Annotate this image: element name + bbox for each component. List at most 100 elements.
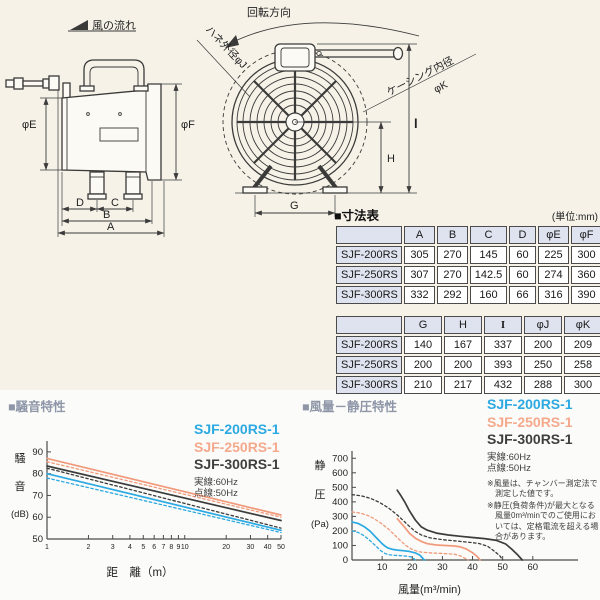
table-header-row: G H I φJ φK [336,316,600,334]
dim-value: 316 [538,286,569,304]
svg-text:40: 40 [467,562,478,573]
noise-chart-legend: SJF-200RS-1 SJF-250RS-1 SJF-300RS-1 実線:6… [194,421,280,500]
series-SJF-250RS-1 60Hz [46,457,282,516]
series-SJF-200RS-1 50Hz [351,530,416,561]
dimension-lines-side [40,83,182,237]
series-SJF-300RS-1 60Hz [396,489,524,561]
svg-text:0: 0 [343,555,348,566]
rotation-label: 回転方向 [247,5,291,19]
svg-text:10: 10 [181,544,189,551]
dim-value: 300 [571,246,600,264]
series-SJF-250RS-1 50Hz [46,461,282,518]
svg-text:30: 30 [247,544,255,551]
dim-value: 209 [564,336,600,354]
dim-value: 142.5 [470,266,507,284]
table-row: SJF-200RS 140 167 337 200 209 [336,336,600,354]
dim-value: 288 [524,376,562,394]
noise-chart: 50 60 70 80 90 1 2 3 4 5 6 7 8 9 10 20 30 40 50 [32,441,285,551]
dim-value: 160 [470,286,507,304]
dim-value: 200 [404,356,442,374]
legend-item: SJF-250RS-1 [194,438,280,455]
svg-text:20: 20 [407,562,418,573]
noise-x-axis-label: 距 離（m） [106,567,174,579]
dim-value: 210 [404,376,442,394]
dim-value: 307 [404,266,435,284]
footnote: ※風量は、チャンバー測定法で測定した値です。 [487,478,598,499]
svg-text:30: 30 [437,562,448,573]
legend-item: SJF-200RS-1 [487,396,573,412]
chart-footnotes: ※風量は、チャンバー測定法で測定した値です。 ※静圧(負荷条件)が最大となる風量… [487,479,599,543]
dim-label-g: G [290,200,299,212]
series-SJF-250RS-1 50Hz [351,511,469,561]
noise-chart-title: ■騒音特性 [8,400,66,414]
dim-value: 292 [437,286,468,304]
dim-value: 250 [524,356,562,374]
dim-value: 305 [404,246,435,264]
series-SJF-250RS-1 60Hz [396,517,481,561]
svg-text:60: 60 [32,512,43,523]
svg-text:700: 700 [332,453,348,464]
col-header: C [470,226,507,244]
pq-chart: 0 100 200 300 400 500 600 700 10 20 30 40 50 60 [332,451,578,573]
corner-cell [336,226,402,244]
dim-label-d: D [76,197,84,209]
dim-label-l: l [414,116,418,131]
table-row: SJF-200RS 305 270 145 60 225 300 [336,246,600,264]
model-name: SJF-250RS [336,356,402,374]
model-name: SJF-300RS [336,376,402,394]
col-header: φE [538,226,569,244]
pq-chart-title: ■風量－静圧特性 [302,400,398,414]
front-view-drawing: 回転方向 ハネ外径φJ ケーシング内径 φK [196,5,477,217]
svg-text:6: 6 [152,544,156,551]
svg-text:7: 7 [161,544,165,551]
svg-text:80: 80 [32,469,43,480]
noise-y-axis-label: 騒 音 (dB) [11,453,29,520]
series-SJF-300RS-1 50Hz [351,493,504,561]
dimension-lines-front [254,43,417,217]
dim-label-h: H [387,153,395,165]
table-header-row: A B C D φE φF [336,226,600,244]
svg-text:8: 8 [169,544,173,551]
legend-item: SJF-200RS-1 [194,421,280,437]
col-header: A [404,226,435,244]
dim-value: 60 [509,266,536,284]
svg-text:9: 9 [176,544,180,551]
dim-value: 225 [538,246,569,264]
svg-text:100: 100 [332,540,348,551]
dim-value: 390 [571,286,600,304]
line-key: 実線:60Hz 点線:50Hz [194,476,238,500]
svg-text:3: 3 [111,544,115,551]
col-header: φK [564,316,600,334]
pq-x-axis-label: 風量(m³/min) [398,584,461,596]
dim-label-a: A [107,221,115,233]
dim-value: 217 [444,376,482,394]
dim-label-c: C [111,197,119,209]
characteristics-section [0,390,600,600]
pq-chart-legend: SJF-200RS-1 SJF-250RS-1 SJF-300RS-1 実線:6… [487,396,599,544]
series-SJF-200RS-1 60Hz [46,472,282,532]
col-header: H [444,316,482,334]
model-name: SJF-250RS [336,266,402,284]
series-SJF-200RS-1 50Hz [46,477,282,534]
dim-value: 167 [444,336,482,354]
dim-value: 332 [404,286,435,304]
dim-value: 360 [571,266,600,284]
col-header: D [509,226,536,244]
handle-shaft [5,75,71,101]
svg-text:1: 1 [45,544,49,551]
dim-value: 66 [509,286,536,304]
side-view-drawing: 風の流れ [5,18,195,237]
rotation-arrow-icon [225,22,420,48]
dim-value: 258 [564,356,600,374]
svg-text:500: 500 [332,482,348,493]
svg-text:50: 50 [277,544,285,551]
model-name: SJF-200RS [336,336,402,354]
svg-text:50: 50 [497,562,508,573]
dim-value: 432 [484,376,522,394]
col-header: B [437,226,468,244]
table-row: SJF-250RS 307 270 142.5 60 274 360 [336,266,600,284]
legend-item: SJF-300RS-1 [194,456,280,472]
airflow-arrow-icon [68,20,136,32]
col-header: I [484,316,522,334]
